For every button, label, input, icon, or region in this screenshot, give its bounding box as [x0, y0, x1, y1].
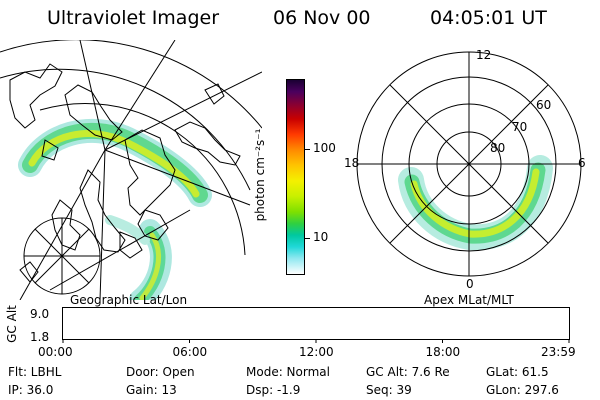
projection-label-left: Geographic Lat/Lon [70, 293, 188, 307]
geographic-map [0, 40, 262, 300]
meridian-1 [104, 40, 176, 151]
time-label: 04:05:01 UT [430, 7, 547, 29]
polar-plot [356, 51, 582, 277]
polar-hour-label-bottom: 0 [466, 277, 474, 291]
polar-hour-label-right: 6 [578, 156, 586, 170]
orbit-timeline [62, 307, 570, 340]
timeline-xtick-label: 06:00 [172, 345, 208, 359]
timeline-ymin: 1.8 [30, 330, 50, 344]
instrument-title: Ultraviolet Imager [47, 7, 220, 29]
meridian-6 [99, 149, 106, 300]
meridian-2 [104, 71, 262, 151]
polar-diag-2 [389, 84, 549, 244]
timeline-xtick-label: 00:00 [38, 345, 73, 359]
colorbar-tickmark-100 [305, 149, 310, 150]
aurora-oval-geographic [18, 118, 212, 300]
polar-grid-bottom-left [23, 217, 101, 295]
colorbar-tick-100: 100 [313, 141, 336, 155]
aurora-oval-polar [398, 155, 553, 251]
polar-hour-label-top: 12 [476, 48, 492, 62]
polar-hour-label-left: 18 [344, 156, 360, 170]
info-gain: Gain: 13 [126, 383, 177, 397]
colorbar-unit-label: photon cm⁻²s⁻¹ [253, 128, 267, 222]
timeline-xtick-label: 23:59 [541, 345, 576, 359]
timeline-ymax: 9.0 [30, 307, 50, 321]
info-gc-alt: GC Alt: 7.6 Re [366, 365, 450, 379]
timeline-xtick-label: 12:00 [299, 345, 334, 359]
colorbar-tickmark-10 [305, 238, 310, 239]
info-dsp: Dsp: -1.9 [246, 383, 301, 397]
info-glat: GLat: 61.5 [486, 365, 549, 379]
info-glon: GLon: 297.6 [486, 383, 559, 397]
info-flt: Flt: LBHL [8, 365, 62, 379]
meridian-4 [79, 40, 106, 151]
info-seq: Seq: 39 [366, 383, 412, 397]
graticule-circle-mid [0, 68, 251, 191]
date-label: 06 Nov 00 [273, 7, 371, 29]
info-mode: Mode: Normal [246, 365, 330, 379]
polar-lat-label-60: 60 [536, 98, 552, 112]
timeline-ylabel: GC Alt [5, 305, 19, 343]
projection-label-right: Apex MLat/MLT [424, 293, 514, 307]
coastlines [9, 63, 241, 283]
graticule-circle-inner [39, 103, 246, 256]
timeline-xtick-label: 18:00 [425, 345, 461, 359]
colorbar-tick-10: 10 [313, 230, 329, 244]
graticule-circle-outer [0, 40, 262, 129]
polar-lat-label-80: 80 [490, 141, 506, 155]
info-ip: IP: 36.0 [8, 383, 54, 397]
intensity-colorbar [286, 79, 305, 275]
polar-lat-label-70: 70 [512, 120, 528, 134]
info-door: Door: Open [126, 365, 195, 379]
